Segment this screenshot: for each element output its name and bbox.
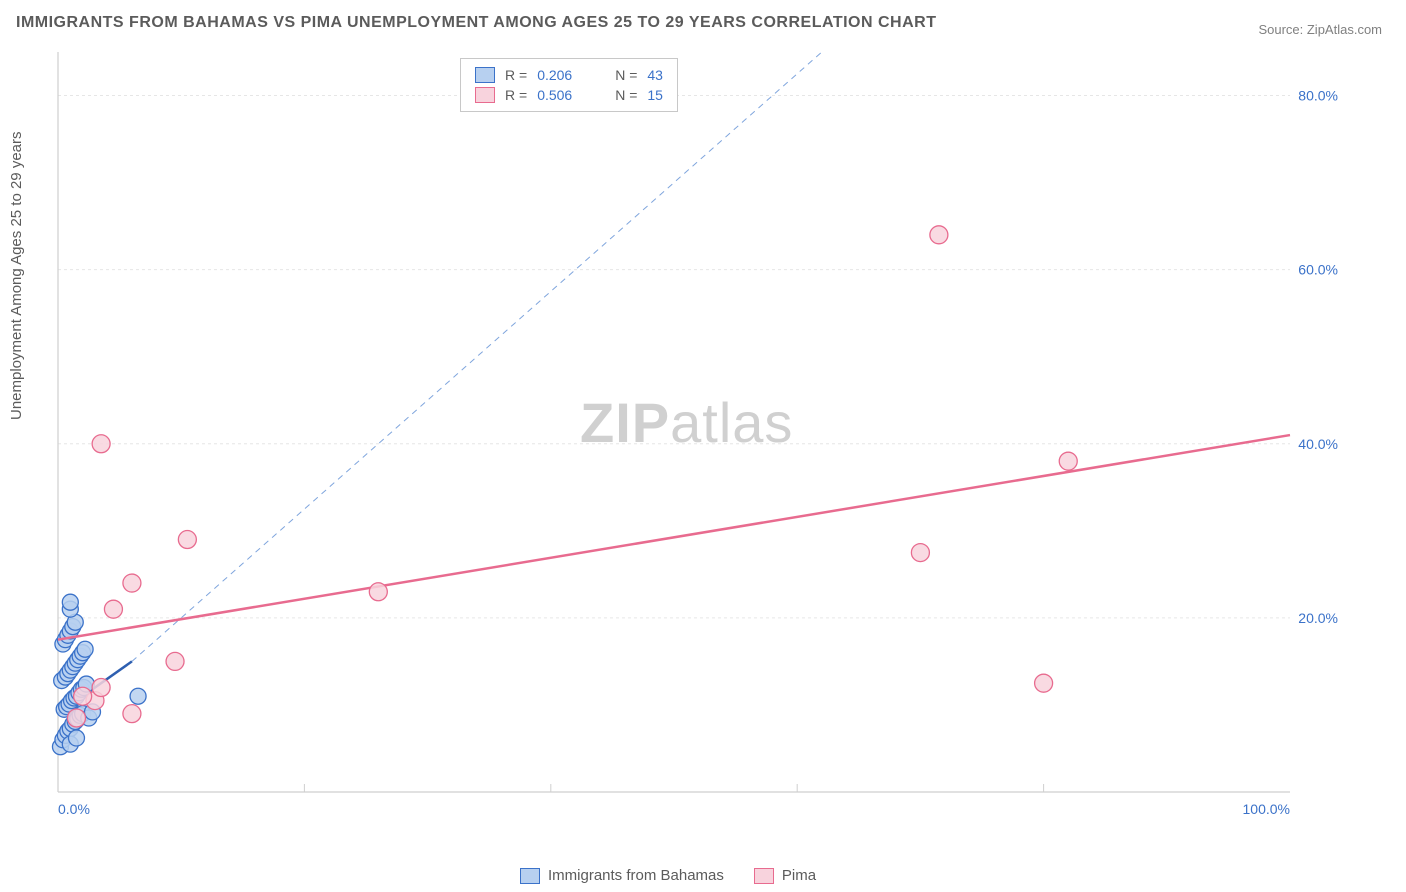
correlation-legend-row: R = 0.206 N = 43 xyxy=(475,65,663,85)
scatter-chart-svg: 20.0% 40.0% 60.0% 80.0% 0.0% 100.0% xyxy=(50,52,1350,832)
n-value: 43 xyxy=(647,67,663,83)
svg-text:20.0%: 20.0% xyxy=(1298,610,1338,626)
n-label: N = xyxy=(615,87,637,103)
correlation-legend: R = 0.206 N = 43 R = 0.506 N = 15 xyxy=(460,58,678,112)
source-attribution: Source: ZipAtlas.com xyxy=(1258,22,1382,37)
n-value: 15 xyxy=(647,87,663,103)
legend-item: Immigrants from Bahamas xyxy=(520,867,724,884)
legend-swatch xyxy=(520,868,540,884)
plot-area: 20.0% 40.0% 60.0% 80.0% 0.0% 100.0% xyxy=(50,52,1350,832)
svg-text:80.0%: 80.0% xyxy=(1298,88,1338,104)
r-value: 0.206 xyxy=(537,67,589,83)
legend-swatch xyxy=(754,868,774,884)
legend-label: Pima xyxy=(782,867,816,884)
r-value: 0.506 xyxy=(537,87,589,103)
series-legend: Immigrants from Bahamas Pima xyxy=(520,867,816,884)
legend-swatch xyxy=(475,87,495,103)
svg-text:60.0%: 60.0% xyxy=(1298,262,1338,278)
r-label: R = xyxy=(505,87,527,103)
r-label: R = xyxy=(505,67,527,83)
legend-label: Immigrants from Bahamas xyxy=(548,867,724,884)
legend-item: Pima xyxy=(754,867,816,884)
chart-title: IMMIGRANTS FROM BAHAMAS VS PIMA UNEMPLOY… xyxy=(16,14,937,32)
y-axis-label: Unemployment Among Ages 25 to 29 years xyxy=(8,131,25,420)
svg-text:100.0%: 100.0% xyxy=(1243,801,1290,817)
n-label: N = xyxy=(615,67,637,83)
legend-swatch xyxy=(475,67,495,83)
svg-text:40.0%: 40.0% xyxy=(1298,436,1338,452)
svg-text:0.0%: 0.0% xyxy=(58,801,90,817)
correlation-legend-row: R = 0.506 N = 15 xyxy=(475,85,663,105)
